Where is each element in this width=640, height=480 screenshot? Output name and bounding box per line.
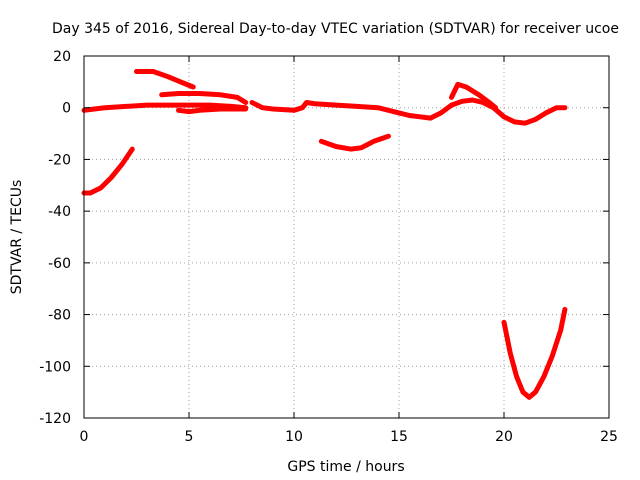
x-tick-label: 25 bbox=[600, 429, 618, 445]
y-tick-label: -100 bbox=[39, 359, 71, 375]
series-line-arc-9 bbox=[501, 306, 568, 400]
chart-title: Day 345 of 2016, Sidereal Day-to-day VTE… bbox=[52, 21, 619, 37]
x-tick-label: 0 bbox=[80, 429, 89, 445]
series-line-arc-2 bbox=[81, 102, 249, 113]
axis-ticks: 0 5 10 15 20 25 20 0 -20 -40 -60 -80 -100 -120 bbox=[39, 49, 618, 445]
x-tick-label: 15 bbox=[390, 429, 408, 445]
grid-lines bbox=[84, 56, 609, 418]
x-tick-label: 20 bbox=[495, 429, 513, 445]
series-line-arc-1 bbox=[81, 146, 135, 196]
x-tick-label: 5 bbox=[185, 429, 194, 445]
x-axis-label: GPS time / hours bbox=[287, 459, 404, 475]
y-tick-label: -20 bbox=[48, 152, 71, 168]
y-tick-label: 20 bbox=[53, 49, 71, 65]
series-line-arc-8 bbox=[318, 133, 391, 152]
y-tick-label: -60 bbox=[48, 256, 71, 272]
series-line-arc-6 bbox=[249, 97, 568, 126]
series-line-arc-5 bbox=[176, 106, 249, 115]
plot-frame bbox=[83, 55, 610, 419]
y-axis-label: SDTVAR / TECUs bbox=[9, 180, 25, 295]
series-line-arc-4 bbox=[159, 91, 249, 105]
y-tick-label: -120 bbox=[39, 411, 71, 427]
series-line-arc-3 bbox=[134, 69, 196, 90]
series-line-arc-7 bbox=[449, 81, 499, 111]
x-tick-label: 10 bbox=[285, 429, 303, 445]
y-tick-label: -40 bbox=[48, 204, 71, 220]
series-layer bbox=[81, 69, 568, 400]
y-tick-label: 0 bbox=[62, 101, 71, 117]
y-tick-label: -80 bbox=[48, 308, 71, 324]
